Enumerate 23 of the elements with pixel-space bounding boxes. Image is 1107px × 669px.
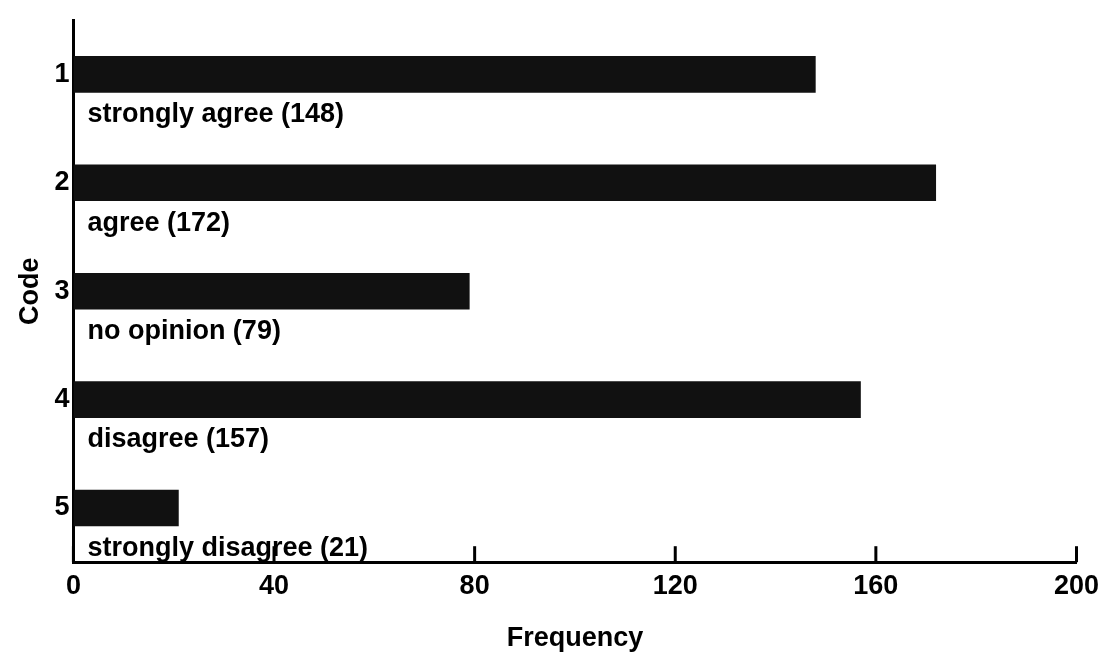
- bar: [73, 56, 816, 93]
- bar: [73, 381, 861, 418]
- x-tick-label: 40: [259, 569, 290, 600]
- x-tick-label: 0: [65, 569, 81, 600]
- y-tick-label: 2: [54, 166, 70, 197]
- x-tick-label: 120: [652, 569, 698, 600]
- bar: [73, 489, 179, 527]
- bar: [73, 164, 937, 202]
- y-tick-label: 3: [54, 274, 70, 305]
- data-label: agree (172): [87, 206, 231, 237]
- y-tick-label: 1: [54, 57, 70, 88]
- y-tick-label: 5: [54, 491, 70, 522]
- y-axis-title: Code: [13, 257, 44, 325]
- x-tick-label: 160: [853, 569, 899, 600]
- data-label: strongly agree (148): [87, 98, 345, 129]
- data-label: strongly disagree (21): [87, 531, 369, 562]
- bar: [73, 272, 470, 310]
- x-tick-label: 80: [459, 569, 490, 600]
- x-tick-label: 200: [1053, 569, 1100, 600]
- y-tick-label: 4: [54, 383, 70, 414]
- data-label: disagree (157): [87, 423, 270, 454]
- data-label: no opinion (79): [87, 314, 281, 345]
- x-axis-title: Frequency: [506, 622, 644, 653]
